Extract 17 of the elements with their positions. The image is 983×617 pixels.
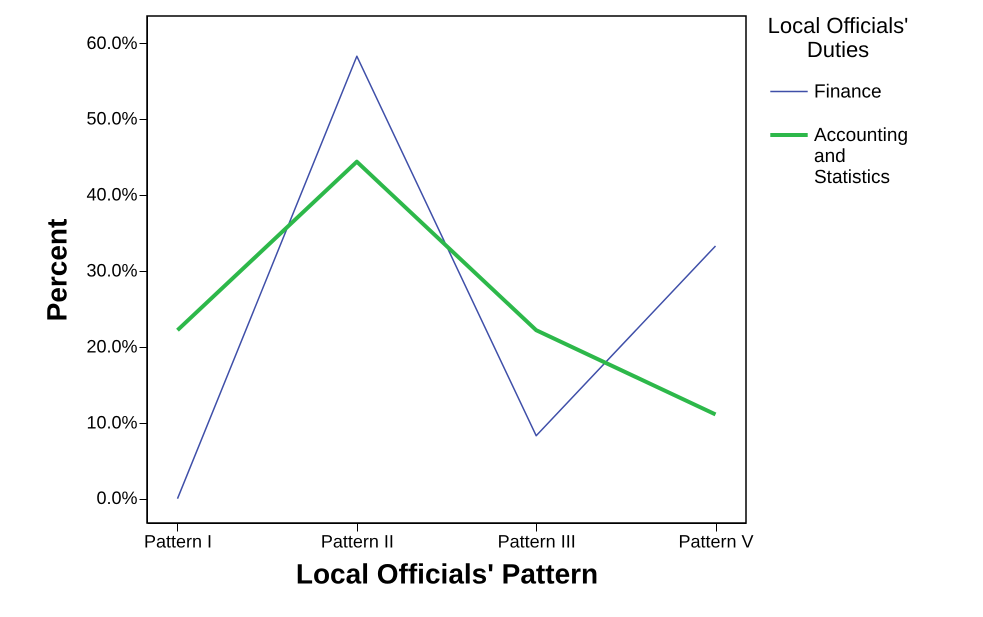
x-tick-label: Pattern II (320, 532, 394, 552)
y-tick-label: 50.0% (86, 108, 138, 129)
y-tick-label: 60.0% (86, 32, 138, 53)
x-tick-label: Pattern V (678, 532, 754, 552)
line-series (176, 55, 716, 500)
y-axis-title: Percent (41, 218, 72, 322)
x-tick-label: Pattern III (498, 532, 576, 552)
y-tick-label: 30.0% (86, 260, 138, 281)
y-tick-label: 40.0% (86, 184, 138, 205)
x-tick-label: Pattern I (144, 532, 212, 552)
legend-label: Accounting and Statistics (814, 125, 908, 188)
y-tick-label: 0.0% (96, 488, 138, 508)
x-axis-title: Local Officials' Pattern (296, 558, 598, 590)
legend-title: Local Officials' Duties (768, 13, 908, 62)
legend-label: Finance (814, 82, 882, 102)
y-tick-label: 20.0% (86, 336, 138, 356)
y-tick-label: 10.0% (86, 412, 138, 432)
